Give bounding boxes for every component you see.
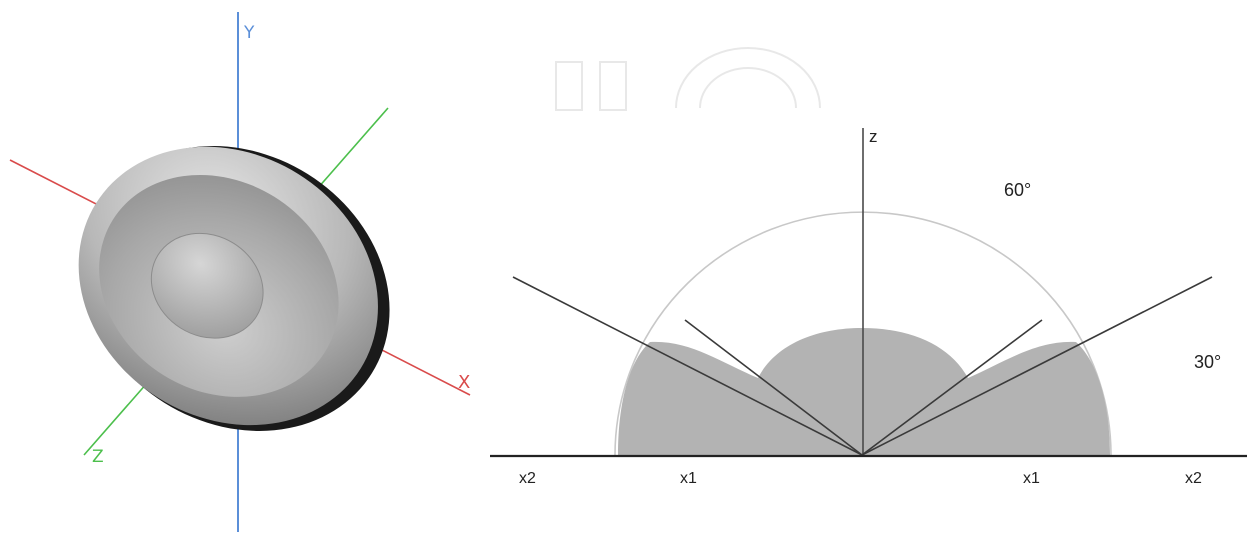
ray-left-outer [512, 276, 863, 456]
donut-center-recess [150, 232, 264, 339]
ground-label-x2-left: x2 [519, 470, 536, 487]
ray-right-inner [861, 319, 1043, 456]
ground-label-x1-left: x1 [680, 470, 697, 487]
angle-label-30: 30° [1194, 352, 1221, 372]
right-polar-figure: z 60° 30° x2 x1 x1 x2 [490, 47, 1247, 487]
angle-label-60: 60° [1004, 180, 1031, 200]
donut-body [78, 146, 390, 431]
ground-label-x2-right: x2 [1185, 470, 1202, 487]
radiation-lobe [618, 328, 1110, 455]
z-label: z [869, 127, 878, 146]
x-axis-label: X [458, 372, 470, 393]
ray-right-outer [861, 276, 1213, 456]
ray-left-inner [684, 319, 863, 456]
watermark-logo [555, 47, 821, 111]
ground-label-x1-right: x1 [1023, 470, 1040, 487]
y-axis-label: Y [243, 23, 255, 43]
z-axis-label: Z [92, 447, 104, 467]
left-3d-figure: Y X Z [9, 12, 471, 532]
